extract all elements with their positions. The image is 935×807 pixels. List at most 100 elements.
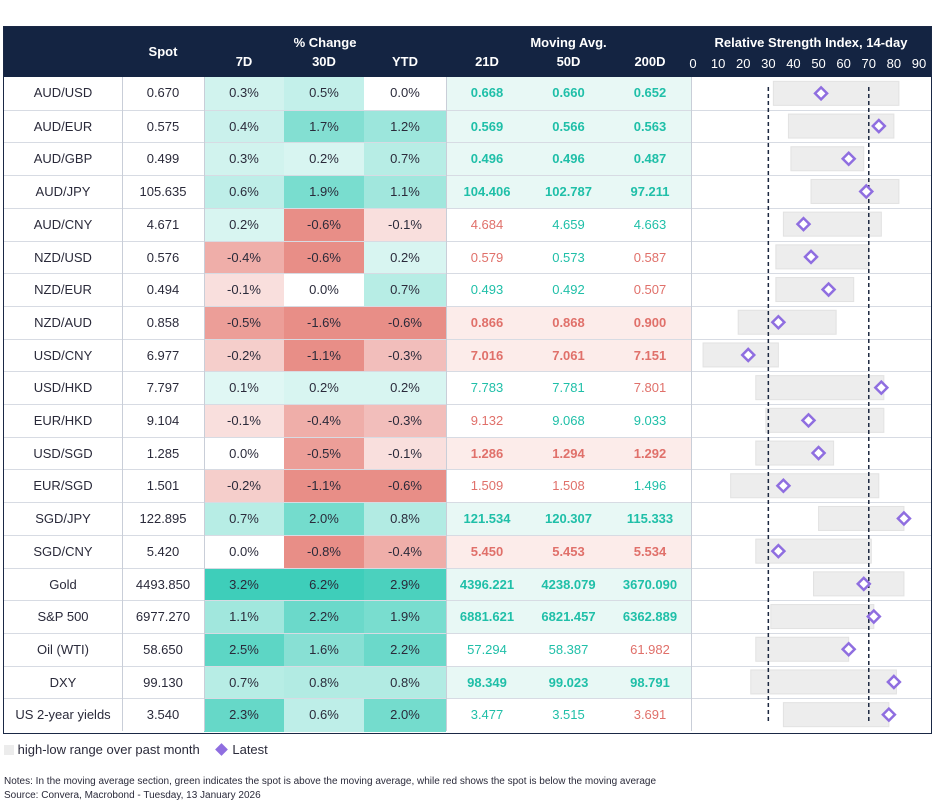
cell-d30: 0.6% xyxy=(284,699,364,732)
cell-d30: 1.9% xyxy=(284,176,364,209)
header-ma200: 200D xyxy=(634,54,666,69)
cell-name: USD/CNY xyxy=(33,347,93,363)
rsi-latest-marker xyxy=(858,183,875,200)
rsi-range-bar xyxy=(782,702,890,728)
source-text: Source: Convera, Macrobond - Tuesday, 13… xyxy=(4,790,261,801)
cell-name: AUD/GBP xyxy=(33,151,93,167)
cell-ma50: 58.387 xyxy=(548,641,589,657)
cell-ytd: 2.9% xyxy=(364,568,446,602)
table-row: USD/CNY 6.977 -0.2% -1.1% -0.3% 7.016 7.061 7.1… xyxy=(4,338,931,373)
cell-ma200: 6362.889 xyxy=(622,609,678,625)
cell-ma21: 57.294 xyxy=(467,641,507,657)
table-row: EUR/SGD 1.501 -0.2% -1.1% -0.6% 1.509 1.508 1.4… xyxy=(4,469,931,504)
column-divider xyxy=(691,77,692,731)
rsi-latest-marker xyxy=(896,510,912,527)
cell-ytd: -0.3% xyxy=(364,339,446,373)
cell-spot: 4493.850 xyxy=(135,576,191,592)
table-row: USD/HKD 7.797 0.1% 0.2% 0.2% 7.783 7.781 7.801 xyxy=(4,371,931,405)
header-pct-change: % Change xyxy=(293,35,357,50)
cell-name: Oil (WTI) xyxy=(37,641,89,657)
rsi-latest-marker xyxy=(810,445,827,461)
cell-name: USD/HKD xyxy=(33,380,93,396)
rsi-latest-marker xyxy=(800,412,817,429)
cell-spot: 105.635 xyxy=(139,184,187,200)
cell-spot: 6977.270 xyxy=(135,609,191,625)
column-divider xyxy=(446,77,447,731)
cell-ma200: 0.507 xyxy=(633,282,667,298)
cell-ma200: 0.587 xyxy=(633,249,667,265)
table-row: NZD/EUR 0.494 -0.1% 0.0% 0.7% 0.493 0.492 0.507 xyxy=(4,273,931,307)
cell-ma21: 0.668 xyxy=(470,85,504,100)
cell-d7: 0.4% xyxy=(204,110,284,144)
cell-ma200: 3.691 xyxy=(633,707,667,723)
cell-ma200: 5.534 xyxy=(633,543,667,559)
cell-ma50: 120.307 xyxy=(545,511,592,527)
cell-spot: 3.540 xyxy=(146,707,180,723)
cell-d30: 0.5% xyxy=(284,77,364,110)
cell-ma200: 7.801 xyxy=(633,380,667,396)
cell-name: NZD/USD xyxy=(34,249,92,265)
cell-ytd: -0.1% xyxy=(364,437,446,471)
cell-ma21: 0.866 xyxy=(470,314,504,330)
rsi-latest-marker xyxy=(886,674,902,690)
header-spot: Spot xyxy=(148,44,178,59)
cell-ytd: 1.9% xyxy=(364,601,446,634)
ma-band xyxy=(446,601,691,634)
cell-ytd: -0.6% xyxy=(364,470,446,504)
header-ma21: 21D xyxy=(475,54,499,69)
cell-spot: 1.285 xyxy=(146,445,180,461)
cell-d30: 0.2% xyxy=(284,143,364,177)
table-row: USD/SGD 1.285 0.0% -0.5% -0.1% 1.286 1.294 1.29… xyxy=(4,436,931,471)
header-ma50: 50D xyxy=(556,54,581,69)
rsi-latest-marker xyxy=(775,477,792,494)
cell-ma21: 1.509 xyxy=(470,478,504,494)
cell-d30: -1.1% xyxy=(284,470,364,504)
cell-d7: 0.3% xyxy=(204,143,284,177)
cell-ytd: 0.7% xyxy=(364,143,446,177)
cell-spot: 1.501 xyxy=(146,478,180,494)
cell-d7: 3.2% xyxy=(204,568,284,602)
cell-ytd: 2.2% xyxy=(364,633,446,667)
cell-d7: 2.5% xyxy=(204,633,284,667)
cell-ma21: 121.534 xyxy=(463,511,511,527)
rsi-tick-label: 40 xyxy=(786,56,800,71)
cell-d7: 2.3% xyxy=(204,699,284,732)
cell-name: Gold xyxy=(49,576,77,592)
cell-d30: 0.0% xyxy=(309,282,339,298)
cell-spot: 4.671 xyxy=(146,216,180,232)
rsi-latest-marker xyxy=(803,249,819,265)
cell-ma50: 5.453 xyxy=(552,543,585,559)
cell-ma200: 61.982 xyxy=(630,641,670,657)
cell-ma200: 97.211 xyxy=(630,184,670,200)
rsi-latest-marker xyxy=(770,314,787,331)
cell-ma21: 0.579 xyxy=(470,249,504,265)
cell-d30: 2.2% xyxy=(284,601,364,634)
cell-ytd: 2.0% xyxy=(364,699,446,732)
cell-ma21: 4396.221 xyxy=(459,576,515,592)
ma-band xyxy=(446,535,691,569)
cell-name: US 2-year yields xyxy=(15,707,111,723)
cell-name: NZD/AUD xyxy=(34,314,92,330)
rsi-latest-marker xyxy=(840,641,857,658)
rsi-range-bar xyxy=(755,636,850,662)
rsi-range-bar xyxy=(765,407,885,433)
rsi-range-bar xyxy=(750,669,897,695)
cell-spot: 99.130 xyxy=(143,674,183,690)
rsi-latest-marker xyxy=(881,706,897,723)
cell-name: AUD/CNY xyxy=(33,216,93,232)
rsi-tick-label: 30 xyxy=(761,56,775,71)
cell-ma200: 1.292 xyxy=(633,445,667,461)
cell-spot: 5.420 xyxy=(146,543,180,559)
table-row: DXY 99.130 0.7% 0.8% 0.8% 98.349 99.023 98.791 xyxy=(4,665,931,700)
cell-d30: 6.2% xyxy=(284,568,364,602)
ma-band xyxy=(446,666,691,700)
rsi-tick-label: 50 xyxy=(811,56,825,71)
cell-d7: 0.1% xyxy=(204,372,284,405)
cell-ma50: 3.515 xyxy=(552,707,585,723)
table-row: AUD/GBP 0.499 0.3% 0.2% 0.7% 0.496 0.496 0.487 xyxy=(4,142,931,177)
cell-ma200: 0.652 xyxy=(633,85,667,100)
cell-name: AUD/JPY xyxy=(35,184,91,200)
cell-d7: 0.7% xyxy=(204,503,284,536)
cell-ma50: 102.787 xyxy=(545,184,592,200)
cell-ytd: 0.8% xyxy=(364,666,446,700)
